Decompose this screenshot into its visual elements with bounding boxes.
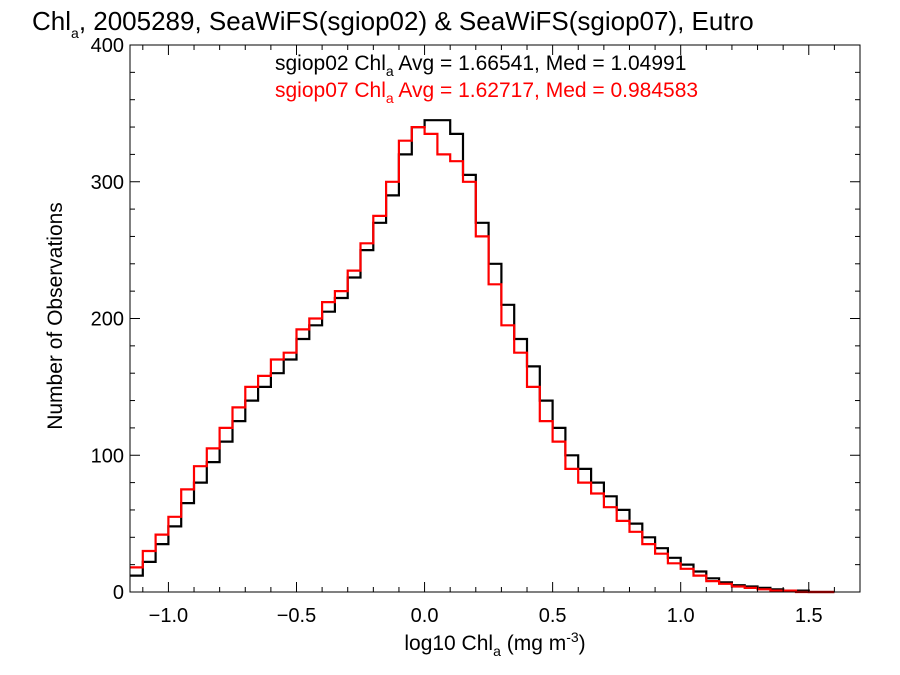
x-axis-label: log10 Chla (mg m-3) [404, 629, 585, 659]
y-axis-ticks: 0 100 200 300 400 [91, 35, 860, 604]
chart-title: Chla, 2005289, SeaWiFS(sgiop02) & SeaWiF… [32, 6, 754, 41]
x-axis-label-units-close: ) [579, 632, 586, 655]
series-layer [130, 119, 835, 594]
annotation-sgiop02-prefix: sgiop02 Chl [275, 52, 386, 75]
y-tick-label: 0 [113, 582, 124, 604]
annotation-sgiop07: sgiop07 Chla Avg = 1.62717, Med = 0.9845… [275, 79, 698, 106]
x-tick-label: 0.5 [539, 605, 567, 627]
y-tick-label: 300 [91, 172, 124, 194]
x-tick-label: 1.5 [795, 605, 823, 627]
x-tick-label: 0.0 [411, 605, 439, 627]
x-axis-label-prefix: log10 Chl [404, 632, 493, 655]
x-tick-label: −0.5 [277, 605, 316, 627]
y-tick-label: 100 [91, 445, 124, 467]
chart-title-rest: , 2005289, SeaWiFS(sgiop02) & SeaWiFS(sg… [79, 6, 754, 36]
annotation-sgiop02-rest: Avg = 1.66541, Med = 1.04991 [394, 52, 687, 75]
x-axis-label-units-superscript: -3 [566, 629, 579, 645]
x-axis-label-units: (mg m [501, 632, 566, 655]
x-axis-label-subscript: a [493, 643, 501, 659]
x-axis-ticks: −1.0 −0.5 0.0 0.5 1.0 1.5 [142, 45, 861, 627]
x-tick-label: 1.0 [667, 605, 695, 627]
annotation-sgiop02-subscript: a [386, 63, 394, 79]
y-tick-label: 400 [91, 35, 124, 57]
chart-title-subscript: a [71, 25, 79, 41]
chart-title-prefix: Chl [32, 6, 71, 36]
series-sgiop07-histogram [130, 126, 835, 594]
y-tick-label: 200 [91, 309, 124, 331]
annotation-sgiop07-subscript: a [386, 90, 394, 106]
annotation-sgiop07-prefix: sgiop07 Chl [275, 79, 386, 102]
annotation-sgiop02: sgiop02 Chla Avg = 1.66541, Med = 1.0499… [275, 52, 686, 79]
annotation-sgiop07-rest: Avg = 1.62717, Med = 0.984583 [394, 79, 698, 102]
y-axis-label: Number of Observations [44, 202, 67, 430]
x-tick-label: −1.0 [149, 605, 188, 627]
